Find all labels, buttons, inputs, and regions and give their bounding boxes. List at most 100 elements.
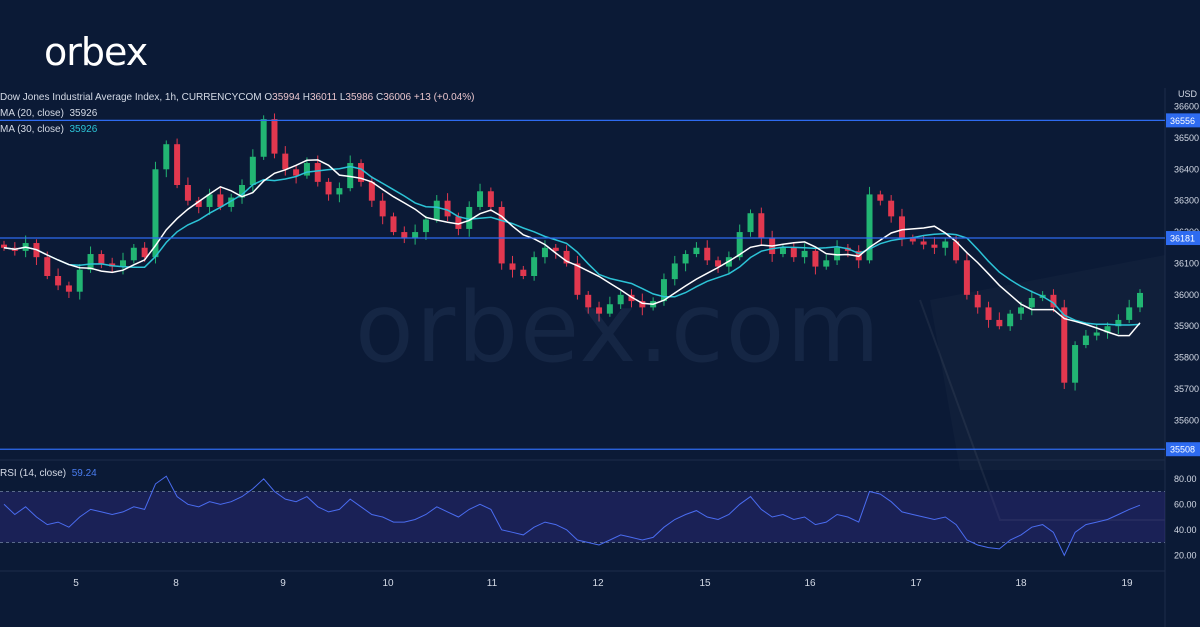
level-tag: 36181: [1166, 231, 1200, 246]
candle-body: [239, 185, 246, 198]
candle-body: [293, 169, 300, 176]
candle: [141, 242, 148, 262]
candle-body: [606, 304, 613, 314]
sma30-value: 35926: [69, 124, 98, 135]
candle-body: [660, 279, 667, 302]
candle-body: [1028, 297, 1035, 308]
candle-body: [574, 263, 581, 295]
candle: [963, 252, 970, 300]
candle: [888, 195, 895, 223]
ohlc-open: O35994: [264, 92, 300, 103]
candle: [531, 251, 538, 281]
candle-body: [909, 238, 916, 242]
candle-body: [779, 247, 786, 255]
candle-body: [758, 213, 765, 239]
candle-body: [877, 194, 884, 201]
candle: [942, 237, 949, 256]
candle-body: [217, 194, 224, 207]
candle-body: [303, 163, 310, 176]
price-change: +13 (+0.04%): [413, 92, 475, 103]
candle-body: [141, 247, 148, 258]
candle-body: [617, 294, 624, 305]
candle: [487, 187, 494, 212]
candle: [779, 243, 786, 258]
candle-body: [271, 119, 278, 154]
sma20-legend: MA (20, close) 35926: [0, 108, 98, 119]
candle: [163, 140, 170, 178]
candle: [1072, 341, 1079, 391]
rsi-tick-label: 80.00: [1174, 474, 1197, 484]
candle-body: [963, 260, 970, 295]
candle: [585, 291, 592, 314]
candle-body: [790, 247, 797, 258]
candle: [206, 188, 213, 215]
candle: [130, 243, 137, 264]
rsi-line: [3, 475, 1141, 557]
candle-body: [682, 254, 689, 264]
candle: [44, 251, 51, 280]
candle: [325, 178, 332, 201]
candle: [801, 243, 808, 264]
level-tag-box: [1166, 113, 1200, 128]
candle: [195, 196, 202, 214]
candle: [715, 256, 722, 273]
candle-body: [195, 200, 202, 207]
candle: [574, 255, 581, 300]
candle-body: [823, 260, 830, 267]
rsi-legend: RSI (14, close) 59.24: [0, 468, 97, 479]
candle: [55, 268, 62, 291]
rsi-label: RSI (14, close): [0, 468, 67, 479]
candle: [444, 193, 451, 222]
candle-body: [1072, 345, 1079, 383]
candle: [985, 301, 992, 328]
candle: [33, 239, 40, 266]
candle: [682, 250, 689, 272]
candle-body: [974, 294, 981, 308]
candle: [282, 146, 289, 176]
x-tick-label: 11: [487, 578, 498, 589]
candle-body: [671, 263, 678, 280]
candle-body: [249, 156, 256, 185]
chart-legend: Dow Jones Industrial Average Index, 1h, …: [0, 90, 474, 138]
rsi-band: [0, 491, 1165, 543]
candle: [552, 243, 559, 259]
candle-body: [996, 319, 1003, 327]
candle-body: [552, 247, 559, 251]
candle: [596, 301, 603, 322]
candle-body: [433, 200, 440, 220]
candle-body: [65, 285, 72, 292]
candle: [866, 186, 873, 264]
candle: [758, 207, 765, 245]
y-tick-label: 35700: [1174, 384, 1199, 394]
candle: [22, 235, 29, 258]
level-tag-label: 36181: [1170, 234, 1195, 244]
candle: [336, 182, 343, 203]
candle-body: [163, 144, 170, 170]
candle-body: [76, 269, 83, 292]
candle-body: [747, 213, 754, 233]
candle-body: [812, 250, 819, 267]
candle-body: [336, 188, 343, 195]
candle: [1, 240, 7, 251]
x-tick-label: 12: [592, 578, 604, 589]
candle-body: [487, 191, 494, 207]
candle: [953, 235, 960, 264]
candle-body: [325, 181, 332, 195]
candle: [1137, 289, 1143, 313]
candle: [498, 201, 505, 270]
candle: [401, 226, 408, 244]
candle-body: [563, 250, 570, 264]
level-tag-box: [1166, 231, 1200, 246]
candle-body: [260, 119, 267, 157]
candle-body: [888, 200, 895, 217]
watermark: orbex.com: [355, 272, 882, 384]
ohlc-close: C36006: [376, 92, 412, 103]
candle-body: [477, 191, 484, 207]
candle-body: [531, 257, 538, 276]
candle-body: [736, 232, 743, 258]
candle: [98, 250, 105, 269]
candle: [747, 209, 754, 237]
candle: [996, 312, 1003, 330]
candle: [823, 254, 830, 270]
